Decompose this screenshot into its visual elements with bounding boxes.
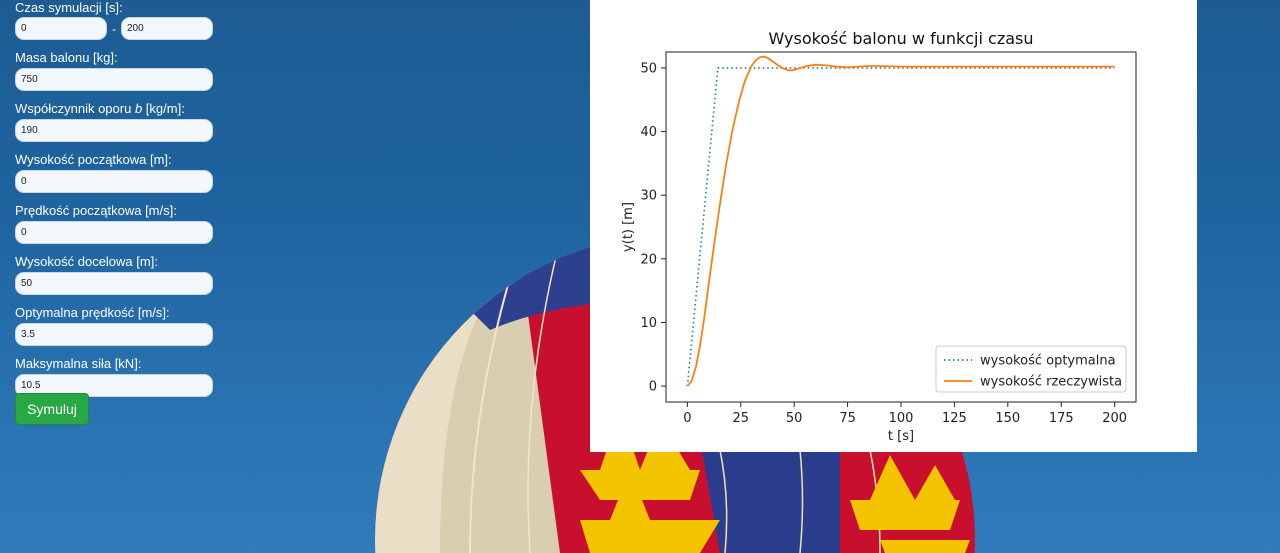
mass-input[interactable]: [15, 68, 213, 91]
x-tick-label: 150: [995, 411, 1020, 426]
optimal-speed-input[interactable]: [15, 323, 213, 346]
legend-label-optimal: wysokość optymalna: [980, 354, 1116, 369]
mass-label: Masa balonu [kg]:: [15, 50, 118, 65]
x-tick-label: 75: [839, 411, 856, 426]
sim-time-label: Czas symulacji [s]:: [15, 0, 123, 15]
y-tick-label: 10: [640, 316, 657, 331]
x-tick-label: 175: [1049, 411, 1074, 426]
range-separator: -: [112, 21, 116, 36]
simulation-form: Czas symulacji [s]: - Masa balonu [kg]: …: [15, 0, 215, 397]
legend-label-actual: wysokość rzeczywista: [980, 375, 1122, 390]
max-force-label: Maksymalna siła [kN]:: [15, 356, 142, 371]
target-height-input[interactable]: [15, 272, 213, 295]
drag-coefficient-label: Współczynnik oporu b [kg/m]:: [15, 101, 215, 116]
y-tick-label: 20: [640, 252, 657, 267]
drag-label-pre: Współczynnik oporu: [15, 101, 135, 116]
series-line-actual: [686, 55, 1115, 387]
x-tick-label: 200: [1102, 411, 1127, 426]
drag-coefficient-input[interactable]: [15, 119, 213, 142]
optimal-speed-label: Optymalna prędkość [m/s]:: [15, 305, 170, 320]
y-tick-label: 0: [649, 380, 657, 395]
sim-time-range: -: [15, 17, 215, 40]
y-tick-label: 30: [640, 189, 657, 204]
y-tick-label: 50: [640, 61, 657, 76]
drag-label-post: [kg/m]:: [142, 101, 185, 116]
y-axis-label: y(t) [m]: [621, 202, 636, 252]
x-tick-label: 100: [889, 411, 914, 426]
chart-title: Wysokość balonu w funkcji czasu: [769, 29, 1034, 48]
sim-time-end-input[interactable]: [121, 17, 213, 40]
initial-velocity-label: Prędkość początkowa [m/s]:: [15, 203, 177, 218]
target-height-label: Wysokość docelowa [m]:: [15, 254, 158, 269]
chart-panel: Wysokość balonu w funkcji czasu 0 25 50 75 10…: [590, 0, 1197, 452]
x-tick-label: 50: [786, 411, 803, 426]
max-force-input[interactable]: [15, 374, 213, 397]
x-tick-label: 25: [732, 411, 749, 426]
drag-label-var: b: [134, 101, 143, 116]
sim-time-start-input[interactable]: [15, 17, 107, 40]
simulate-button[interactable]: Symuluj: [15, 393, 89, 425]
legend-box: [935, 345, 1127, 393]
y-tick-label: 40: [640, 125, 657, 140]
height-chart: Wysokość balonu w funkcji czasu 0 25 50 75 10…: [621, 29, 1137, 444]
x-axis-label: t [s]: [888, 429, 914, 444]
initial-velocity-input[interactable]: [15, 221, 213, 244]
initial-height-label: Wysokość początkowa [m]:: [15, 152, 172, 167]
initial-height-input[interactable]: [15, 170, 213, 193]
x-tick-label: 125: [942, 411, 967, 426]
series-line-optimal: [686, 67, 1115, 387]
x-tick-label: 0: [683, 411, 691, 426]
